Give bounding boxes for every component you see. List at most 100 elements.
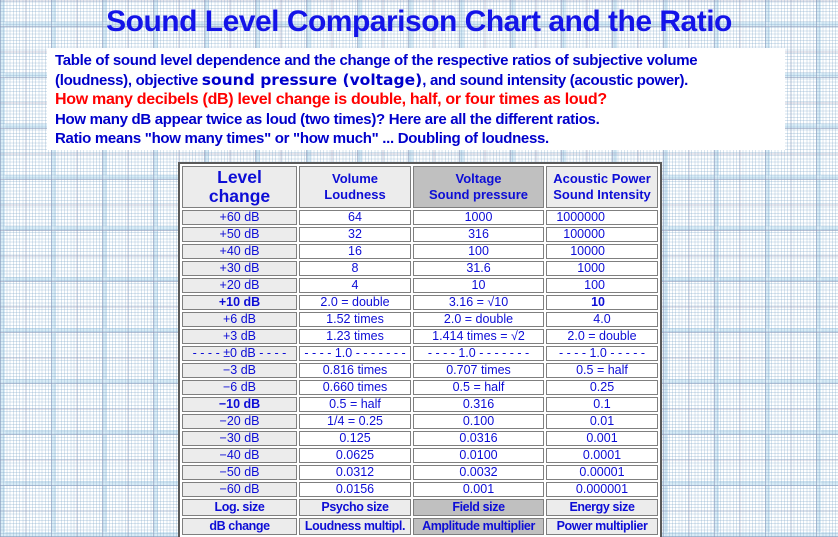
- value-cell: 100000: [546, 227, 658, 242]
- row-label-cell: +3 dB: [182, 329, 297, 344]
- table-row: −3 dB 0.816 times 0.707 times 0.5 = half: [182, 363, 658, 378]
- footer-cell: Field size: [413, 499, 544, 516]
- table-body: +60 dB 64 1000 1000000 +50 dB 32 316 100000 +40 …: [182, 210, 658, 497]
- table-row: −30 dB 0.125 0.0316 0.001: [182, 431, 658, 446]
- table-row: +3 dB 1.23 times 1.414 times = √2 2.0 = dou…: [182, 329, 658, 344]
- value-cell: 0.5 = half: [413, 380, 544, 395]
- value-cell: 1.52 times: [299, 312, 411, 327]
- value-cell: 0.000001: [546, 482, 658, 497]
- sound-level-table: Level change Volume Loudness Voltage Sound…: [178, 162, 662, 537]
- value-cell: 0.5 = half: [546, 363, 658, 378]
- footer-row: Log. size Psycho size Field size Energy siz…: [182, 499, 658, 516]
- intro-line-2: (loudness), objective sound pressure (vo…: [55, 71, 777, 91]
- value-cell: 0.125: [299, 431, 411, 446]
- intro-question: How many decibels (dB) level change is d…: [55, 91, 607, 108]
- value-cell: 10: [546, 295, 658, 310]
- footer-cell: Energy size: [546, 499, 658, 516]
- value-cell: 0.0316: [413, 431, 544, 446]
- value-cell: 0.816 times: [299, 363, 411, 378]
- value-cell: 0.316: [413, 397, 544, 412]
- row-label-cell: +20 dB: [182, 278, 297, 293]
- value-cell: 4.0: [546, 312, 658, 327]
- value-cell: 0.660 times: [299, 380, 411, 395]
- table-row: +50 dB 32 316 100000: [182, 227, 658, 242]
- value-cell: 0.707 times: [413, 363, 544, 378]
- row-label-cell: −40 dB: [182, 448, 297, 463]
- intro-line-2-emphasis: sound pressure (voltage): [201, 70, 423, 89]
- value-cell: 0.0032: [413, 465, 544, 480]
- row-label-cell: +30 dB: [182, 261, 297, 276]
- table-row: −6 dB 0.660 times 0.5 = half 0.25: [182, 380, 658, 395]
- row-label-cell: −20 dB: [182, 414, 297, 429]
- value-cell: 1/4 = 0.25: [299, 414, 411, 429]
- value-cell: 0.25: [546, 380, 658, 395]
- value-cell: 0.1: [546, 397, 658, 412]
- row-label-cell: −30 dB: [182, 431, 297, 446]
- footer-cell: Log. size: [182, 499, 297, 516]
- value-cell: 100: [413, 244, 544, 259]
- value-cell: 0.0312: [299, 465, 411, 480]
- value-cell: 0.0625: [299, 448, 411, 463]
- table-row: +6 dB 1.52 times 2.0 = double 4.0: [182, 312, 658, 327]
- value-cell: 0.001: [413, 482, 544, 497]
- intro-box: Table of sound level dependence and the …: [47, 48, 785, 150]
- value-cell: 16: [299, 244, 411, 259]
- value-cell: 1000: [413, 210, 544, 225]
- table-header: Level change Volume Loudness Voltage Sound…: [182, 166, 658, 208]
- value-cell: 10: [413, 278, 544, 293]
- value-cell: 0.001: [546, 431, 658, 446]
- footer-cell: Psycho size: [299, 499, 411, 516]
- header-cell: Volume Loudness: [299, 166, 411, 208]
- footer-cell: Loudness multipl.: [299, 518, 411, 535]
- intro-line-5: Ratio means "how many times" or "how muc…: [55, 130, 549, 147]
- page-title: Sound Level Comparison Chart and the Rat…: [106, 5, 732, 38]
- table-row: +30 dB 8 31.6 1000: [182, 261, 658, 276]
- table-row: +60 dB 64 1000 1000000: [182, 210, 658, 225]
- table-row: −10 dB 0.5 = half 0.316 0.1: [182, 397, 658, 412]
- header-row: Level change Volume Loudness Voltage Sound…: [182, 166, 658, 208]
- table-row: +20 dB 4 10 100: [182, 278, 658, 293]
- value-cell: 316: [413, 227, 544, 242]
- row-label-cell: +6 dB: [182, 312, 297, 327]
- value-cell: 10000: [546, 244, 658, 259]
- footer-row: dB change Loudness multipl. Amplitude mult…: [182, 518, 658, 535]
- row-label-cell: +40 dB: [182, 244, 297, 259]
- header-cell: Level change: [182, 166, 297, 208]
- value-cell: 2.0 = double: [546, 329, 658, 344]
- value-cell: 31.6: [413, 261, 544, 276]
- table-footer: Log. size Psycho size Field size Energy siz…: [182, 499, 658, 535]
- footer-cell: Amplitude multiplier: [413, 518, 544, 535]
- row-label-cell: −10 dB: [182, 397, 297, 412]
- value-cell: 0.0156: [299, 482, 411, 497]
- value-cell: 0.0001: [546, 448, 658, 463]
- table-row: - - - - ±0 dB - - - - - - - - 1.0 - - - -…: [182, 346, 658, 361]
- row-label-cell: −3 dB: [182, 363, 297, 378]
- value-cell: 2.0 = double: [413, 312, 544, 327]
- value-cell: - - - - 1.0 - - - - -: [546, 346, 658, 361]
- value-cell: 4: [299, 278, 411, 293]
- intro-line-1: Table of sound level dependence and the …: [55, 52, 698, 69]
- footer-cell: Power multiplier: [546, 518, 658, 535]
- row-label-cell: −6 dB: [182, 380, 297, 395]
- footer-cell: dB change: [182, 518, 297, 535]
- intro-line-2-post: , and sound intensity (acoustic power).: [422, 71, 689, 89]
- value-cell: 0.100: [413, 414, 544, 429]
- value-cell: 2.0 = double: [299, 295, 411, 310]
- table-row: −40 dB 0.0625 0.0100 0.0001: [182, 448, 658, 463]
- row-label-cell: - - - - ±0 dB - - - -: [182, 346, 297, 361]
- table-row: −20 dB 1/4 = 0.25 0.100 0.01: [182, 414, 658, 429]
- value-cell: 1.414 times = √2: [413, 329, 544, 344]
- row-label-cell: −60 dB: [182, 482, 297, 497]
- table-row: +10 dB 2.0 = double 3.16 = √10 10: [182, 295, 658, 310]
- header-cell: Acoustic Power Sound Intensity: [546, 166, 658, 208]
- value-cell: 100: [546, 278, 658, 293]
- value-cell: 1000: [546, 261, 658, 276]
- row-label-cell: −50 dB: [182, 465, 297, 480]
- value-cell: 8: [299, 261, 411, 276]
- value-cell: 0.5 = half: [299, 397, 411, 412]
- table-row: −60 dB 0.0156 0.001 0.000001: [182, 482, 658, 497]
- value-cell: 0.00001: [546, 465, 658, 480]
- row-label-cell: +60 dB: [182, 210, 297, 225]
- header-cell: Voltage Sound pressure: [413, 166, 544, 208]
